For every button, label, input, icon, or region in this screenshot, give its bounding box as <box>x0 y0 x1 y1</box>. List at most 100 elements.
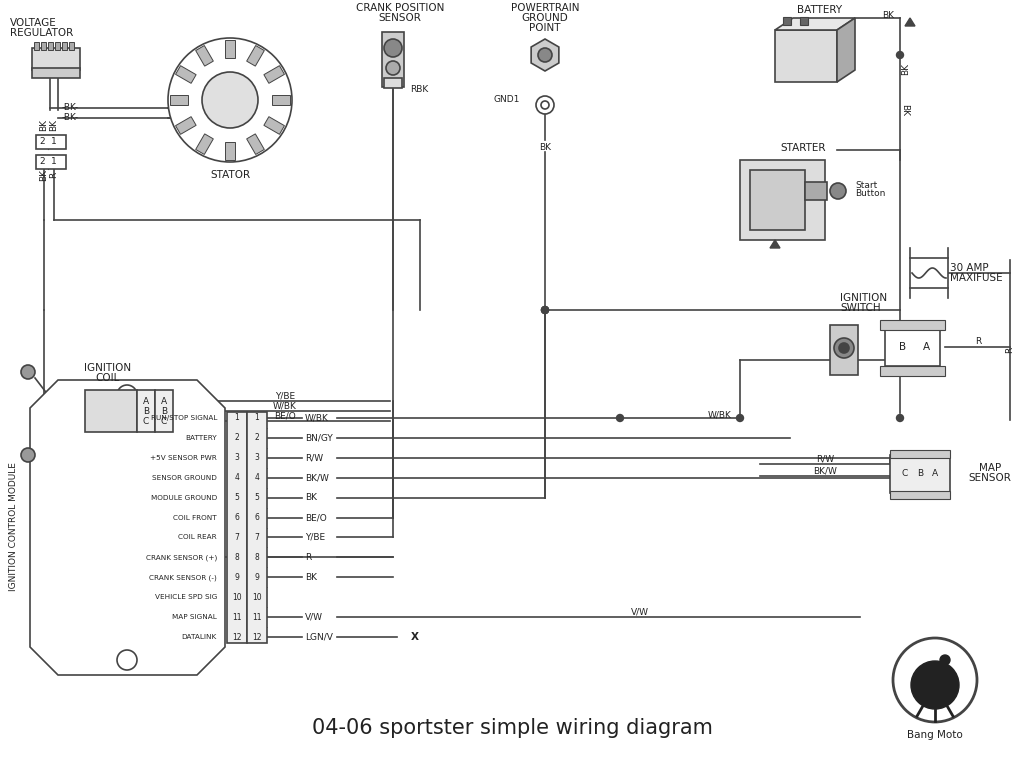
Text: CRANK SENSOR (+): CRANK SENSOR (+) <box>145 554 217 561</box>
Circle shape <box>896 415 903 422</box>
Text: IGNITION CONTROL MODULE: IGNITION CONTROL MODULE <box>9 462 18 591</box>
Text: Button: Button <box>855 188 886 197</box>
Text: R/W: R/W <box>816 455 835 464</box>
Text: 10: 10 <box>252 593 262 601</box>
Circle shape <box>384 39 402 57</box>
FancyBboxPatch shape <box>750 170 805 230</box>
Text: STARTER: STARTER <box>780 143 825 153</box>
FancyBboxPatch shape <box>880 366 945 376</box>
Text: RUN/STOP SIGNAL: RUN/STOP SIGNAL <box>151 415 217 421</box>
Polygon shape <box>770 240 780 248</box>
Text: +5V SENSOR PWR: +5V SENSOR PWR <box>151 455 217 461</box>
FancyBboxPatch shape <box>34 42 39 50</box>
Circle shape <box>542 306 549 313</box>
Text: R: R <box>305 553 311 562</box>
Text: BE/O: BE/O <box>305 513 327 522</box>
Text: 8: 8 <box>234 553 240 562</box>
Text: BK/W: BK/W <box>813 466 837 475</box>
Text: 3: 3 <box>255 453 259 462</box>
Polygon shape <box>175 117 197 134</box>
Text: 4: 4 <box>255 473 259 482</box>
Text: MODULE GROUND: MODULE GROUND <box>151 495 217 501</box>
Polygon shape <box>775 18 855 30</box>
FancyBboxPatch shape <box>85 390 137 432</box>
FancyBboxPatch shape <box>880 320 945 330</box>
FancyBboxPatch shape <box>155 390 173 432</box>
Text: BK: BK <box>305 573 317 582</box>
Text: 8: 8 <box>255 553 259 562</box>
Text: CRANK SENSOR (-): CRANK SENSOR (-) <box>150 574 217 581</box>
FancyBboxPatch shape <box>41 42 46 50</box>
Text: 7: 7 <box>255 533 259 542</box>
FancyBboxPatch shape <box>36 135 66 149</box>
Text: R/W: R/W <box>305 453 324 462</box>
Polygon shape <box>272 95 290 105</box>
Text: SENSOR: SENSOR <box>969 473 1012 483</box>
Circle shape <box>22 448 35 462</box>
Polygon shape <box>905 18 915 26</box>
Text: V/W: V/W <box>631 607 649 617</box>
Text: 1: 1 <box>51 137 57 147</box>
Text: COIL REAR: COIL REAR <box>178 535 217 541</box>
FancyBboxPatch shape <box>382 32 404 87</box>
FancyBboxPatch shape <box>32 48 80 70</box>
Text: REGULATOR: REGULATOR <box>10 28 74 38</box>
Text: X: X <box>411 632 419 642</box>
Circle shape <box>542 306 549 313</box>
Circle shape <box>911 661 959 709</box>
FancyBboxPatch shape <box>783 17 791 25</box>
Text: 12: 12 <box>232 633 242 641</box>
Text: B: B <box>899 342 906 352</box>
Text: A: A <box>932 469 938 478</box>
Text: BE/O: BE/O <box>274 412 296 421</box>
Text: BN/GY: BN/GY <box>305 433 333 442</box>
Circle shape <box>386 61 400 75</box>
Text: Y/BE: Y/BE <box>305 533 326 542</box>
Text: IGNITION: IGNITION <box>840 293 887 303</box>
Text: MAP SIGNAL: MAP SIGNAL <box>172 614 217 620</box>
Text: W/BK: W/BK <box>708 411 732 419</box>
FancyBboxPatch shape <box>55 42 60 50</box>
FancyBboxPatch shape <box>740 160 825 240</box>
Polygon shape <box>225 40 234 58</box>
Text: B: B <box>916 469 923 478</box>
FancyBboxPatch shape <box>890 455 950 493</box>
Circle shape <box>896 51 903 58</box>
FancyBboxPatch shape <box>830 325 858 375</box>
Circle shape <box>839 343 849 353</box>
FancyBboxPatch shape <box>137 390 155 432</box>
FancyBboxPatch shape <box>69 42 74 50</box>
Text: VOLTAGE: VOLTAGE <box>10 18 56 28</box>
Circle shape <box>542 306 549 313</box>
Text: BK: BK <box>40 169 48 181</box>
Text: R: R <box>49 172 58 178</box>
Text: R: R <box>1006 347 1015 353</box>
Circle shape <box>117 385 137 405</box>
Text: 1: 1 <box>234 413 240 422</box>
Text: SENSOR GROUND: SENSOR GROUND <box>153 475 217 481</box>
Text: 4: 4 <box>234 473 240 482</box>
Polygon shape <box>225 142 234 160</box>
Text: BK: BK <box>305 493 317 502</box>
Text: C: C <box>143 416 150 425</box>
Text: C: C <box>161 416 167 425</box>
Text: RBK: RBK <box>410 85 428 94</box>
Text: A: A <box>923 342 930 352</box>
FancyBboxPatch shape <box>890 450 950 458</box>
Text: POINT: POINT <box>529 23 561 33</box>
Text: A: A <box>143 396 150 406</box>
Polygon shape <box>196 134 213 154</box>
Text: BATTERY: BATTERY <box>185 435 217 441</box>
Polygon shape <box>247 45 264 66</box>
Text: 11: 11 <box>232 613 242 621</box>
Text: 2: 2 <box>255 433 259 442</box>
Text: 3: 3 <box>234 453 240 462</box>
FancyBboxPatch shape <box>62 42 67 50</box>
Text: MAXIFUSE: MAXIFUSE <box>950 273 1002 283</box>
Polygon shape <box>247 134 264 154</box>
Text: BK: BK <box>40 119 48 131</box>
Text: MAP: MAP <box>979 463 1001 473</box>
Text: SENSOR: SENSOR <box>379 13 422 23</box>
Text: BK: BK <box>539 144 551 153</box>
Circle shape <box>538 48 552 62</box>
